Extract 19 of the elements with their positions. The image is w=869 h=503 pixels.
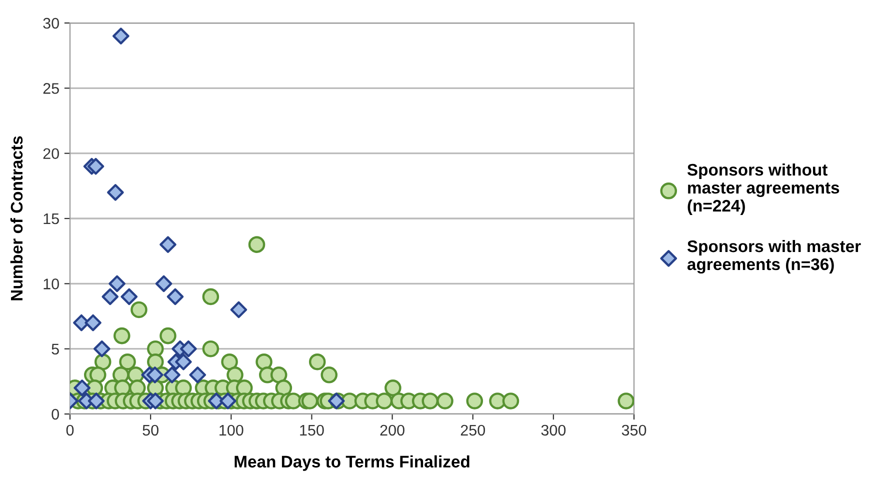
x-tick-label: 100 [220,424,244,436]
x-axis-title: Mean Days to Terms Finalized [234,455,470,471]
x-tick-label: 200 [380,424,404,436]
y-tick-label: 20 [43,148,59,160]
y-tick-label: 5 [52,344,59,355]
x-tick-label: 300 [541,424,566,436]
x-tick-label: 350 [622,424,646,436]
x-tick-label: 150 [300,424,324,436]
y-tick-label: 30 [43,18,59,29]
y-tick-label: 10 [44,278,59,290]
legend-label: Sponsors without master agreements (n=224) [687,163,840,215]
y-tick-label: 25 [43,83,59,94]
x-tick-label: 50 [142,424,158,436]
x-tick-label: 0 [66,424,74,436]
y-tick-label: 15 [44,214,59,224]
y-tick-label: 0 [52,408,59,420]
legend-label: Sponsors with master agreements (n=36) [687,240,861,274]
y-axis-title: Number of Contracts [10,136,23,300]
x-tick-label: 250 [460,424,486,436]
